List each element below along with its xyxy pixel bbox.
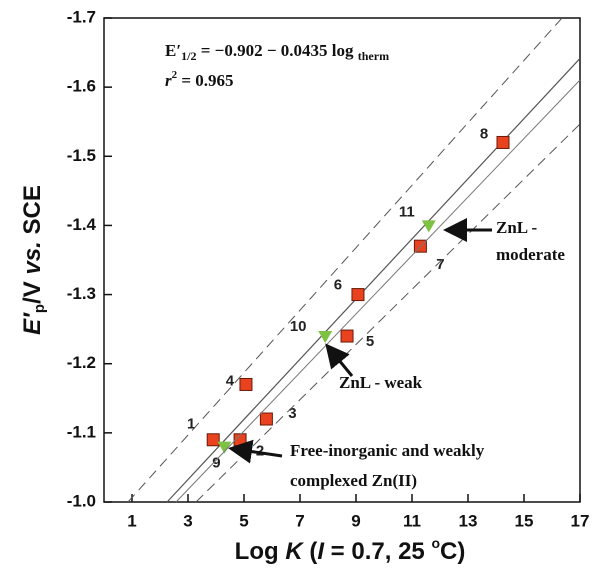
- annotation: complexed Zn(II): [290, 471, 417, 490]
- r2-symbol: r: [165, 71, 172, 90]
- x-tick-label: 13: [459, 511, 478, 530]
- x-label-part: = 0.7, 25: [324, 538, 431, 565]
- data-point: [239, 377, 253, 391]
- x-label-part: (: [303, 538, 318, 565]
- y-tick-label: -1.2: [67, 353, 96, 372]
- equation: E′1/2 = −0.902 − 0.0435 log therm: [165, 41, 389, 63]
- x-tick-label: 5: [239, 511, 248, 530]
- confidence-band-lower: [195, 123, 581, 503]
- data-point: [318, 331, 333, 344]
- y-tick-label: -1.4: [67, 215, 97, 234]
- x-label-part: I: [317, 538, 325, 565]
- x-tick-label: 9: [351, 511, 360, 530]
- data-point: [496, 135, 510, 149]
- annotation: ZnL -: [496, 218, 537, 237]
- confidence-band-upper: [127, 17, 563, 503]
- data-point: [206, 433, 220, 447]
- annotation: ZnL - weak: [339, 373, 423, 392]
- point-label: 1: [187, 416, 195, 433]
- y-tick-label: -1.6: [67, 77, 96, 96]
- equation-lhs-sub: 1/2: [181, 49, 196, 63]
- y-label-part: SCE: [19, 185, 46, 241]
- x-label-part: C): [440, 538, 465, 565]
- x-axis-title: Log K (I = 0.7, 25 oC): [235, 535, 466, 566]
- y-label-part: p: [31, 304, 48, 313]
- plot-area: -1.0-1.1-1.2-1.3-1.4-1.5-1.6-1.71 3 5 7 9 11 1…: [67, 7, 590, 530]
- x-tick-label: 3: [183, 511, 192, 530]
- point-label: 5: [366, 333, 374, 350]
- x-tick-label: 17: [571, 511, 590, 530]
- data-point: [351, 288, 365, 302]
- point-label: 9: [212, 455, 220, 472]
- y-tick-label: -1.0: [67, 491, 96, 510]
- x-label-part: Log: [235, 538, 286, 565]
- regression-line: [166, 58, 581, 503]
- data-point: [340, 329, 354, 343]
- annotation: moderate: [496, 245, 565, 264]
- point-label: 11: [399, 203, 415, 220]
- x-label-part: o: [431, 535, 440, 551]
- point-label: 3: [288, 405, 296, 422]
- x-tick-label: 1: [127, 511, 136, 530]
- equation-lhs: E′: [165, 41, 181, 60]
- equation-rhs: = −0.902 − 0.0435 log: [196, 41, 357, 60]
- annotation: Free-inorganic and weakly: [290, 441, 485, 460]
- arrow: [228, 439, 283, 464]
- y-label-part: vs.: [19, 241, 46, 274]
- x-tick-label: 15: [515, 511, 534, 530]
- data-point: [217, 441, 232, 454]
- regression-line-alt: [175, 79, 581, 503]
- point-label: 7: [436, 256, 444, 273]
- x-tick-label: 11: [403, 511, 421, 530]
- r-squared: r2 = 0.965: [165, 69, 234, 90]
- r2-sup: 2: [172, 69, 178, 81]
- point-label: 6: [334, 277, 342, 294]
- y-tick-label: -1.5: [67, 146, 96, 165]
- y-tick-label: -1.1: [67, 422, 96, 441]
- equation-rhs-sub: therm: [358, 49, 389, 63]
- y-label-part: E′: [19, 312, 46, 335]
- y-label-part: /V: [19, 275, 46, 304]
- x-tick-label: 7: [295, 511, 304, 530]
- y-tick-label: -1.3: [67, 284, 96, 303]
- data-point: [259, 412, 273, 426]
- r2-rest: = 0.965: [177, 71, 233, 90]
- data-point: [421, 220, 436, 233]
- y-tick-label: -1.7: [67, 7, 96, 26]
- x-label-part: K: [285, 538, 304, 565]
- point-label: 4: [226, 372, 235, 389]
- point-label: 8: [480, 125, 488, 142]
- y-axis-title: E′p/V vs. SCE: [19, 185, 48, 335]
- arrow: [325, 343, 354, 377]
- plot-frame: [103, 17, 581, 503]
- point-label: 10: [290, 318, 307, 335]
- point-label: 2: [256, 443, 264, 460]
